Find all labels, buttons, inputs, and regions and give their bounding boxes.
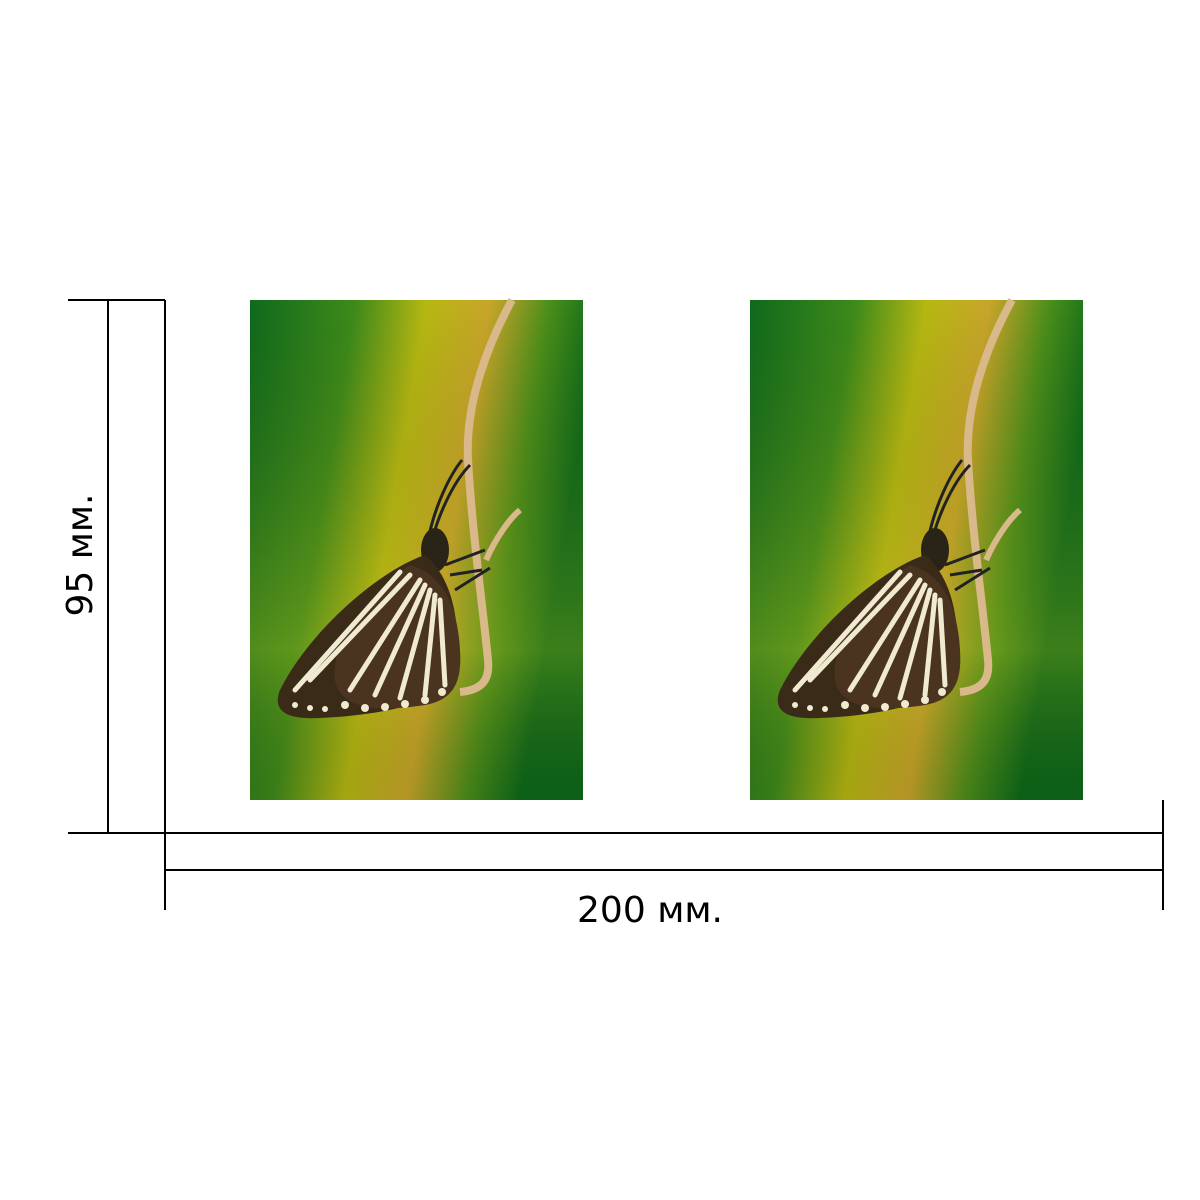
height-label: 95 мм. xyxy=(60,493,101,616)
photo-left xyxy=(250,300,583,800)
height-dimension xyxy=(68,299,166,834)
width-dimension xyxy=(164,800,1164,910)
photo-right xyxy=(750,300,1083,800)
width-label: 200 мм. xyxy=(577,890,723,931)
